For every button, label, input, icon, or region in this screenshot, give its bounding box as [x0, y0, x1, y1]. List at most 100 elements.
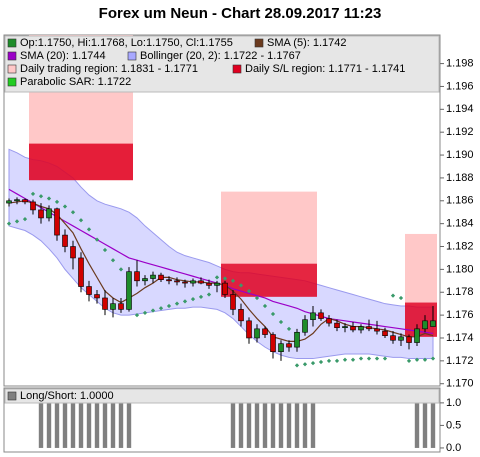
sar-dot	[238, 283, 244, 288]
y-tick-label: 1.176	[446, 309, 474, 321]
sar-dot	[54, 199, 60, 205]
y-tick-label: 1.184	[446, 218, 474, 230]
candle-body	[246, 320, 252, 339]
candle-body	[22, 199, 28, 203]
candle-body	[46, 208, 52, 219]
candle-body	[350, 326, 356, 331]
y-tick-label: 1.174	[446, 332, 474, 344]
chart-title: Forex um Neun - Chart 28.09.2017 11:23	[99, 5, 382, 22]
bar	[294, 402, 300, 448]
candle-body	[318, 312, 324, 319]
candle-body	[54, 208, 60, 236]
trading-region	[221, 191, 317, 264]
bar	[70, 402, 76, 448]
bar	[422, 402, 428, 448]
legend-label: Op:1.1750, Hi:1.1768, Lo:1.1750, Cl:1.17…	[20, 37, 233, 49]
legend-label: SMA (20): 1.1744	[20, 50, 106, 62]
bar	[238, 402, 244, 448]
y-tick-label: 1.192	[446, 126, 474, 138]
candle-body	[102, 297, 108, 310]
sar-dot	[294, 363, 300, 368]
candle-body	[158, 274, 164, 280]
sar-dot	[166, 303, 172, 309]
sar-dot	[214, 275, 220, 280]
legend-label: Parabolic SAR: 1.1722	[20, 76, 131, 88]
candle-body	[134, 271, 140, 282]
candle-body	[222, 282, 228, 295]
legend-label: Daily S/L region: 1.1771 - 1.1741	[245, 63, 405, 75]
sar-dot	[374, 356, 380, 361]
sar-dot	[262, 303, 268, 309]
candle-body	[286, 343, 292, 348]
candle-body	[166, 279, 172, 282]
bar	[46, 402, 52, 448]
legend-label: Long/Short: 1.0000	[20, 390, 114, 402]
bar	[286, 402, 292, 448]
sar-dot	[302, 362, 308, 367]
candle-body	[302, 319, 308, 333]
bar	[78, 402, 84, 448]
sl-region	[29, 143, 133, 181]
sar-dot	[270, 311, 276, 317]
candle-body	[390, 335, 396, 341]
sar-dot	[174, 301, 180, 306]
bar	[230, 402, 236, 448]
candle-body	[294, 331, 300, 348]
bar	[270, 402, 276, 448]
sar-dot	[286, 326, 292, 331]
candle-body	[62, 234, 68, 247]
y-tick-label: 1.198	[446, 57, 474, 69]
candle-body	[326, 318, 332, 324]
candle-body	[310, 312, 316, 320]
y-tick-label: 1.172	[446, 355, 474, 367]
legend-swatch	[232, 64, 242, 74]
candle-body	[142, 278, 148, 282]
sar-dot	[62, 204, 68, 209]
candle-body	[278, 343, 284, 353]
candle-body	[14, 199, 20, 202]
sl-region	[221, 263, 317, 297]
sar-dot	[414, 357, 420, 362]
y-tick-label: 1.194	[446, 103, 474, 115]
bar	[430, 402, 436, 448]
sar-dot	[318, 359, 324, 365]
candle-body	[198, 280, 204, 284]
legend-label: SMA (5): 1.1742	[267, 37, 347, 49]
candle-body	[86, 286, 92, 295]
y-tick-label: 1.178	[446, 286, 474, 298]
candle-body	[422, 320, 428, 330]
sar-dot	[246, 288, 252, 294]
trading-region	[405, 233, 437, 303]
candle-body	[118, 303, 124, 310]
bar	[126, 402, 132, 448]
sar-dot	[14, 219, 20, 224]
bar	[246, 402, 252, 448]
bar	[110, 402, 116, 448]
sar-dot	[230, 278, 236, 283]
sar-dot	[366, 356, 372, 361]
y-tick-label: 1.186	[446, 195, 474, 207]
main-layer: 1.170 1.172 1.174 1.176 1.178 1.180 1.182 1.184…	[4, 35, 474, 390]
sar-dot	[86, 227, 92, 232]
sar-dot	[30, 191, 36, 197]
y-tick-label: 1.182	[446, 240, 474, 252]
legend-swatch	[7, 77, 17, 87]
candle-body	[38, 209, 44, 219]
bar	[54, 402, 60, 448]
bar	[262, 402, 268, 448]
candle-body	[94, 294, 100, 299]
sar-dot	[254, 295, 260, 301]
legend-swatch	[7, 38, 17, 48]
sar-dot	[310, 361, 316, 366]
sar-dot	[142, 310, 148, 315]
sar-dot	[134, 312, 140, 318]
candle-body	[110, 303, 116, 310]
sar-dot	[406, 358, 412, 363]
candle-body	[78, 257, 84, 287]
sar-dot	[94, 237, 100, 242]
bar	[414, 402, 420, 448]
sar-dot	[102, 247, 108, 253]
legend-swatch	[127, 51, 137, 61]
sar-dot	[358, 356, 364, 361]
